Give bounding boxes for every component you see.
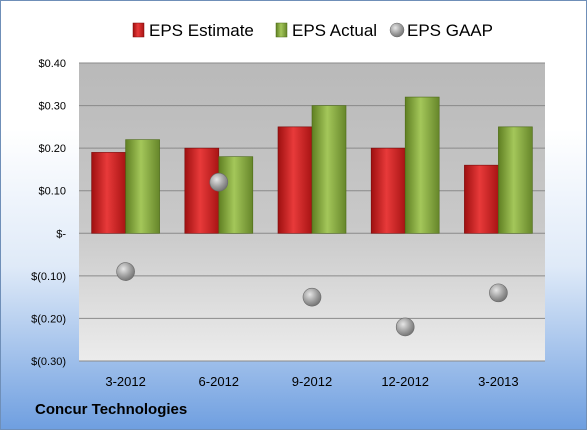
eps-gaap-marker-3-2012 — [116, 262, 135, 281]
y-tick-label: $- — [56, 228, 66, 240]
eps-actual-bar-12-2012 — [404, 96, 440, 234]
eps-gaap-marker-9-2012 — [302, 287, 322, 307]
eps-estimate-bar-3-2012 — [91, 152, 126, 234]
eps-actual-bar-6-2012 — [218, 156, 254, 234]
y-tick-label: $0.10 — [38, 186, 66, 198]
y-tick-label: $(0.20) — [31, 313, 66, 325]
eps-gaap-marker-6-2012 — [209, 172, 229, 192]
y-tick-label: $(0.30) — [31, 356, 66, 368]
x-tick-label: 12-2012 — [381, 374, 429, 389]
y-tick-label: $0.20 — [38, 143, 66, 155]
x-tick-label: 9-2012 — [292, 374, 332, 389]
company-name: Concur Technologies — [35, 401, 188, 418]
legend-label: EPS Estimate — [149, 21, 254, 40]
y-tick-label: $0.40 — [38, 58, 66, 70]
eps-actual-bar-3-2013 — [498, 126, 533, 234]
legend-label: EPS GAAP — [407, 21, 493, 40]
y-tick-label: $0.30 — [38, 101, 66, 113]
eps-gaap-marker-12-2012 — [395, 317, 415, 337]
legend-swatch-eps-gaap — [389, 22, 405, 38]
eps-estimate-bar-6-2012 — [184, 147, 220, 234]
x-tick-label: 3-2013 — [478, 374, 518, 389]
x-tick-label: 6-2012 — [199, 374, 239, 389]
legend-swatch-eps-actual — [275, 22, 288, 38]
x-tick-label: 3-2012 — [105, 374, 145, 389]
eps-actual-bar-9-2012 — [311, 105, 347, 234]
eps-gaap-marker-3-2013 — [489, 283, 508, 303]
legend-swatch-eps-estimate — [132, 22, 145, 38]
eps-estimate-bar-3-2013 — [464, 164, 499, 234]
eps-estimate-bar-9-2012 — [277, 126, 313, 234]
eps-actual-bar-3-2012 — [125, 139, 160, 234]
legend-label: EPS Actual — [292, 21, 377, 40]
eps-estimate-bar-12-2012 — [370, 147, 406, 234]
y-tick-label: $(0.10) — [31, 271, 66, 283]
